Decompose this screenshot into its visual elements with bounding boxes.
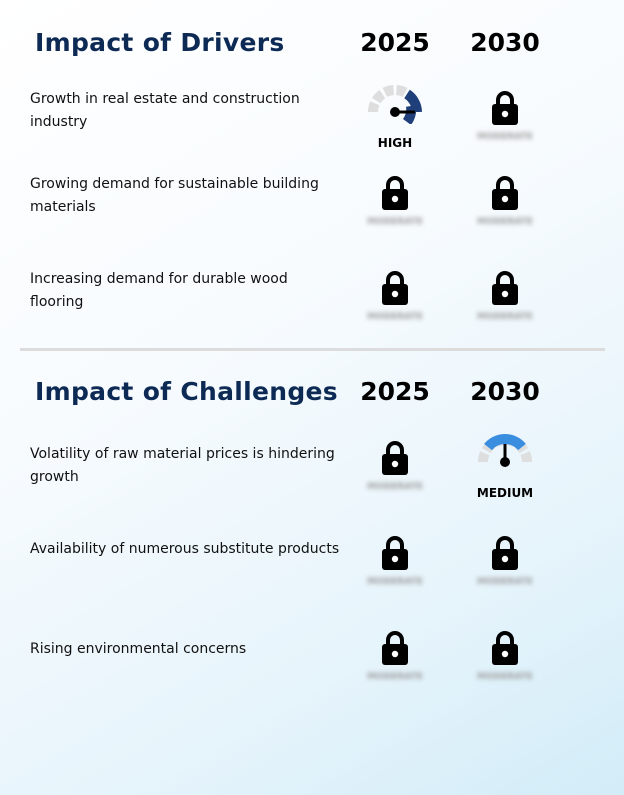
locked-value: MODERATE [477,312,533,322]
locked-value: MODERATE [367,482,423,492]
driver-label: Growing demand for sustainable building … [30,176,319,215]
impact-cell-2025[interactable]: MODERATE [340,533,450,613]
drivers-title: Impact of Drivers [35,28,285,57]
lock-icon[interactable] [490,175,520,211]
locked-value: MODERATE [367,217,423,227]
gauge-medium-icon [478,433,532,467]
locked-value: MODERATE [477,672,533,682]
lock-icon[interactable] [490,535,520,571]
impact-cell-2025[interactable]: MODERATE [340,173,450,253]
lock-icon[interactable] [490,270,520,306]
challenges-title: Impact of Challenges [35,377,338,406]
driver-row: Growth in real estate and construction i… [0,85,624,168]
lock-icon[interactable] [380,440,410,476]
impact-cell-2030[interactable]: MODERATE [450,173,560,253]
lock-icon[interactable] [490,630,520,666]
challenge-row: Availability of numerous substitute prod… [0,533,624,613]
challenge-row: Rising environmental concerns MODERATE M… [0,628,624,708]
gauge-level-label: HIGH [377,136,413,150]
impact-cell-2025[interactable]: MODERATE [340,438,450,518]
impact-cell-2030: MEDIUM [450,433,560,518]
driver-row: Increasing demand for durable wood floor… [0,268,624,348]
lock-icon[interactable] [490,90,520,126]
impact-cell-2030[interactable]: MODERATE [450,628,560,708]
challenges-year-2030: 2030 [470,377,540,406]
lock-icon[interactable] [380,270,410,306]
driver-label: Increasing demand for durable wood floor… [30,271,288,310]
driver-label: Growth in real estate and construction i… [30,91,300,130]
drivers-year-2025: 2025 [360,28,430,57]
locked-value: MODERATE [477,217,533,227]
lock-icon[interactable] [380,175,410,211]
locked-value: MODERATE [477,132,533,142]
impact-cell-2025[interactable]: MODERATE [340,628,450,708]
drivers-year-2030: 2030 [470,28,540,57]
driver-row: Growing demand for sustainable building … [0,173,624,253]
lock-icon[interactable] [380,535,410,571]
locked-value: MODERATE [477,577,533,587]
challenge-row: Volatility of raw material prices is hin… [0,433,624,518]
challenge-label: Volatility of raw material prices is hin… [30,446,335,485]
challenges-year-2025: 2025 [360,377,430,406]
gauge-high-icon [368,85,422,124]
locked-value: MODERATE [367,672,423,682]
section-divider [20,348,605,351]
lock-icon[interactable] [380,630,410,666]
impact-cell-2025[interactable]: MODERATE [340,268,450,348]
impact-cell-2030[interactable]: MODERATE [450,533,560,613]
impact-cell-2025: HIGH [340,85,450,168]
challenge-label: Rising environmental concerns [30,641,247,657]
challenge-label: Availability of numerous substitute prod… [30,541,340,557]
gauge-level-label: MEDIUM [476,486,534,500]
impact-cell-2030[interactable]: MODERATE [450,88,560,168]
impact-cell-2030[interactable]: MODERATE [450,268,560,348]
locked-value: MODERATE [367,312,423,322]
locked-value: MODERATE [367,577,423,587]
